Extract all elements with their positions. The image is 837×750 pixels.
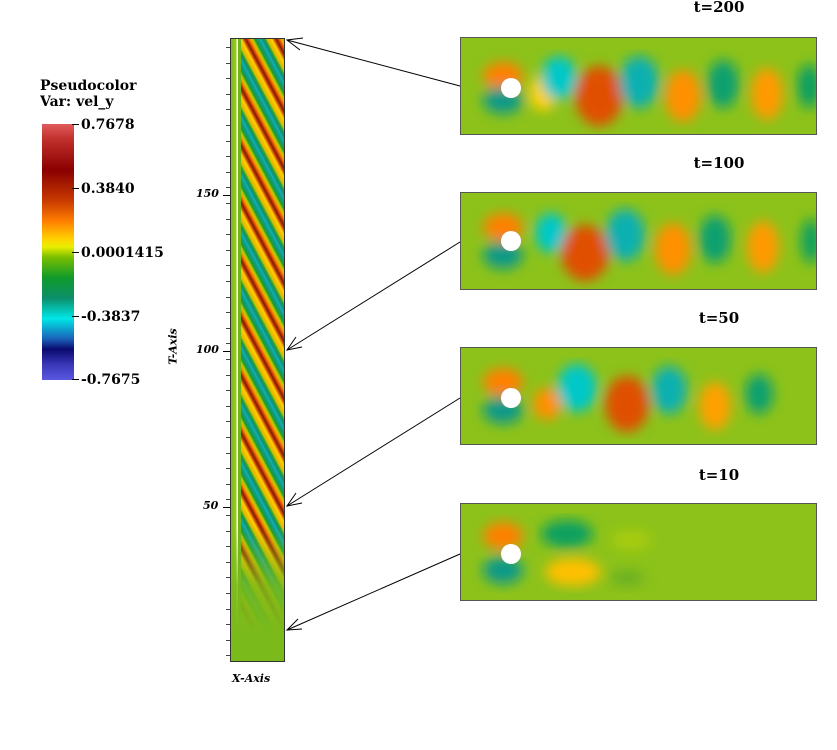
colorbar-tick-label: 0.7678	[81, 117, 135, 133]
y-tick-label: 50	[203, 499, 219, 512]
y-axis-minor-tick	[226, 172, 230, 173]
y-axis-minor-tick	[226, 624, 230, 625]
colorbar-tick	[72, 124, 79, 125]
colorbar-legend: Pseudocolor Var: vel_y 0.7678 0.3840 0.0…	[40, 78, 190, 398]
y-tick-label: 150	[196, 187, 219, 200]
y-axis-tick	[223, 507, 230, 508]
y-axis-minor-tick	[226, 515, 230, 516]
legend-title: Pseudocolor	[40, 78, 137, 94]
strip-transient-region	[231, 526, 284, 661]
y-axis-minor-tick	[226, 156, 230, 157]
y-axis-minor-tick	[226, 406, 230, 407]
y-axis-minor-tick	[226, 390, 230, 391]
y-axis-minor-tick	[226, 640, 230, 641]
arrow-t10	[286, 553, 461, 631]
colorbar-tick-label: -0.7675	[81, 372, 141, 388]
colorbar-tick	[72, 316, 79, 317]
arrowhead-t200	[285, 37, 304, 51]
legend-variable: Var: vel_y	[40, 94, 114, 110]
colorbar-tick-label: 0.3840	[81, 181, 135, 197]
panel-title-t200: t=200	[693, 0, 745, 16]
arrow-t200	[286, 39, 461, 87]
y-axis-minor-tick	[226, 63, 230, 64]
panel-title-t10: t=10	[698, 466, 740, 484]
y-axis-minor-tick	[226, 593, 230, 594]
y-axis-label: T-Axis	[166, 328, 180, 365]
colorbar-tick	[72, 379, 79, 380]
y-axis-minor-tick	[226, 453, 230, 454]
y-axis-minor-tick	[226, 219, 230, 220]
y-axis-minor-tick	[226, 297, 230, 298]
y-axis-minor-tick	[226, 265, 230, 266]
snapshot-panel-t100	[460, 192, 817, 290]
y-axis-minor-tick	[226, 78, 230, 79]
y-axis-minor-tick	[226, 125, 230, 126]
y-axis-tick	[223, 351, 230, 352]
strip-left-band	[231, 39, 241, 661]
panel-title-t100: t=100	[693, 154, 745, 172]
y-axis-minor-tick	[226, 203, 230, 204]
colorbar-tick	[72, 188, 79, 189]
arrowhead-t100	[285, 336, 303, 351]
y-axis-minor-tick	[226, 437, 230, 438]
cylinder-obstacle	[501, 388, 521, 408]
y-axis-minor-tick	[226, 141, 230, 142]
y-axis-minor-tick	[226, 655, 230, 656]
y-axis-minor-tick	[226, 359, 230, 360]
y-axis-minor-tick	[226, 546, 230, 547]
y-axis-minor-tick	[226, 47, 230, 48]
y-axis-minor-tick	[226, 328, 230, 329]
x-axis-label: X-Axis	[232, 672, 271, 685]
y-axis-minor-tick	[226, 94, 230, 95]
y-axis-minor-tick	[226, 375, 230, 376]
snapshot-panel-t50	[460, 347, 817, 445]
y-axis-minor-tick	[226, 234, 230, 235]
arrowhead-t10	[285, 618, 303, 631]
colorbar-tick	[72, 252, 79, 253]
space-time-plot	[230, 38, 285, 662]
y-axis-minor-tick	[226, 343, 230, 344]
arrow-t100	[286, 241, 461, 351]
y-axis-minor-tick	[226, 484, 230, 485]
y-axis-minor-tick	[226, 421, 230, 422]
y-axis-minor-tick	[226, 499, 230, 500]
y-tick-label: 100	[196, 343, 219, 356]
y-axis-minor-tick	[226, 468, 230, 469]
cylinder-obstacle	[501, 544, 521, 564]
cylinder-obstacle	[501, 231, 521, 251]
y-axis-minor-tick	[226, 609, 230, 610]
y-axis-minor-tick	[226, 577, 230, 578]
y-axis-minor-tick	[226, 312, 230, 313]
y-axis-minor-tick	[226, 250, 230, 251]
arrow-t50	[286, 397, 461, 507]
arrowhead-t50	[285, 492, 303, 507]
y-axis-minor-tick	[226, 562, 230, 563]
snapshot-panel-t200	[460, 37, 817, 135]
colorbar-tick-label: -0.3837	[81, 309, 141, 325]
panel-title-t50: t=50	[698, 309, 740, 327]
y-axis-minor-tick	[226, 531, 230, 532]
y-axis-minor-tick	[226, 187, 230, 188]
y-axis-minor-tick	[226, 109, 230, 110]
snapshot-panel-t10	[460, 503, 817, 601]
colorbar	[42, 124, 74, 380]
colorbar-tick-label: 0.0001415	[81, 245, 164, 261]
cylinder-obstacle	[501, 78, 521, 98]
y-axis-tick	[223, 195, 230, 196]
y-axis-minor-tick	[226, 281, 230, 282]
